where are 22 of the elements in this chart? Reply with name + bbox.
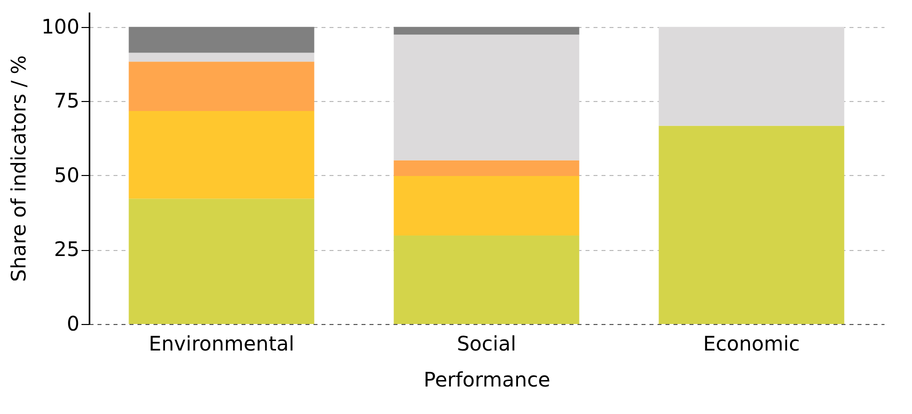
- bar: [394, 34, 580, 160]
- y-axis-title: Share of indicators / %: [6, 55, 30, 282]
- bar: [394, 235, 580, 324]
- bar: [128, 110, 314, 199]
- x-axis-title: Performance: [424, 368, 550, 392]
- bar: [394, 176, 580, 236]
- bar: [658, 26, 844, 126]
- bar: [128, 52, 314, 62]
- y-tick-label: 75: [54, 88, 80, 113]
- bar: [128, 26, 314, 53]
- bar: [128, 198, 314, 324]
- bar: [658, 126, 844, 324]
- y-tick-label: 0: [66, 312, 80, 336]
- bar: [394, 26, 580, 35]
- y-tick-label: 50: [54, 162, 80, 187]
- bar: [394, 160, 580, 176]
- y-tick-label: 100: [41, 14, 80, 38]
- y-tick-label: 25: [54, 237, 80, 262]
- bar: [128, 62, 314, 111]
- x-tick-label: Economic: [703, 332, 800, 356]
- x-tick-label: Social: [456, 332, 516, 356]
- x-tick-label: Environmental: [148, 332, 294, 356]
